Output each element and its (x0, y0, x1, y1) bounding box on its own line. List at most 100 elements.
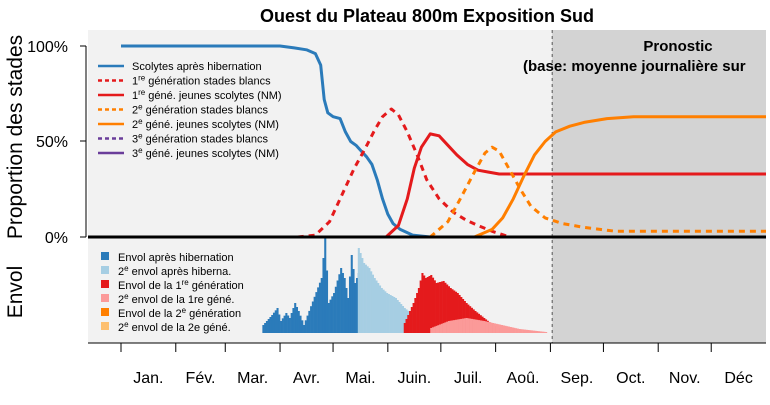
flight-bar (437, 282, 440, 333)
flight-bar (272, 312, 276, 333)
flight-bar (417, 288, 420, 333)
y-tick-label-0: 0% (45, 230, 68, 247)
flight-bar (338, 274, 341, 333)
flight-bar (419, 280, 422, 333)
flight-bar (407, 315, 410, 333)
legend-label: 3e géné. jeunes scolytes (NM) (132, 146, 279, 160)
flight-bar (280, 321, 283, 333)
flight-bar (368, 268, 371, 333)
flight-bar (401, 306, 405, 333)
x-tick-label: Oct. (616, 370, 645, 387)
legend-swatch (101, 294, 109, 302)
flight-bar (525, 329, 528, 333)
flight-bar (493, 323, 496, 333)
flight-bar (460, 297, 463, 333)
flight-bar (301, 320, 304, 333)
flight-bar (398, 302, 401, 333)
forecast-sublabel: (base: moyenne journalière sur (523, 58, 746, 75)
flight-bar (363, 263, 366, 333)
flight-bar (348, 276, 352, 333)
flight-bar (317, 287, 320, 333)
flight-bar (311, 301, 314, 333)
flight-bar (375, 280, 378, 333)
flight-bar (412, 303, 415, 333)
y-tick-label-100: 100% (27, 39, 68, 56)
flight-bar (394, 298, 397, 333)
flight-bar (472, 319, 475, 333)
flight-bar (336, 280, 339, 333)
flight-bar (264, 323, 267, 333)
flight-bar (400, 304, 403, 333)
flight-bar (523, 329, 526, 333)
legend-label: 2e envol de la 2e géné. (118, 320, 231, 334)
flight-bar (357, 248, 360, 333)
flight-bar (396, 300, 399, 333)
y-axis-label: Proportion des stades (4, 35, 27, 239)
legend-rest: géné. jeunes scolytes (NM) (143, 119, 279, 131)
legend-label: 1re génération stades blancs (132, 74, 271, 88)
x-tick-label: Mar. (237, 370, 268, 387)
flight-bar (433, 326, 436, 333)
legend-swatch (101, 322, 109, 330)
flight-bar (331, 296, 334, 333)
flight-bar (474, 319, 477, 333)
flight-bar (423, 275, 426, 333)
flight-bar (502, 325, 505, 333)
flight-bar (384, 291, 387, 333)
flight-bar (476, 319, 479, 333)
flight-bar (310, 306, 313, 333)
flight-bar (456, 319, 459, 333)
flight-bar (447, 286, 450, 333)
flight-bar (359, 253, 362, 333)
flight-bar (499, 324, 502, 333)
forecast-region (552, 30, 766, 343)
flight-bar (462, 299, 465, 333)
flight-bar (462, 318, 465, 333)
x-tick-label: Juil. (454, 370, 482, 387)
flight-bar (290, 313, 293, 333)
flight-bar (387, 294, 390, 333)
flight-bar (518, 329, 521, 333)
flight-bar (356, 278, 359, 333)
x-tick-label: Avr. (293, 370, 320, 387)
flight-bar (529, 330, 532, 333)
flight-bar (515, 328, 518, 333)
flight-bar (508, 326, 511, 333)
legend-rest: géné. jeunes scolytes (NM) (143, 148, 279, 160)
flight-bar (495, 323, 498, 333)
y-tick-label-50: 50% (36, 134, 68, 151)
flight-bar (477, 320, 481, 333)
flight-bar (373, 278, 376, 333)
flight-bar (306, 315, 309, 333)
legend-sup: re (182, 278, 190, 287)
flight-bar (371, 274, 374, 333)
flight-bar (538, 331, 541, 333)
flight-bar (465, 318, 468, 333)
flight-bar (352, 269, 355, 333)
flight-bar (416, 293, 419, 333)
flight-bar (405, 319, 408, 333)
flight-bar (393, 297, 396, 333)
flight-bar (453, 320, 456, 333)
flight-bar (285, 313, 288, 333)
series-line (385, 132, 766, 239)
flight-bar (440, 281, 443, 333)
flight-bar (382, 289, 385, 333)
flight-bar (345, 288, 348, 333)
flight-bar (492, 323, 495, 333)
flight-bar (446, 321, 449, 333)
flight-bar (274, 310, 277, 333)
legend-label: Scolytes après hibernation (132, 61, 262, 73)
flight-bar (439, 282, 442, 333)
flight-bar (469, 318, 472, 333)
legend-label: Envol de la 2e génération (118, 306, 241, 320)
flight-bar (449, 320, 452, 333)
flight-bar (442, 323, 445, 333)
flight-bar (504, 325, 507, 333)
x-tick-label: Jan. (133, 370, 163, 387)
flight-bar (509, 327, 512, 333)
flight-bar (267, 319, 270, 333)
flight-bar (386, 293, 389, 333)
flight-bar (479, 320, 482, 333)
